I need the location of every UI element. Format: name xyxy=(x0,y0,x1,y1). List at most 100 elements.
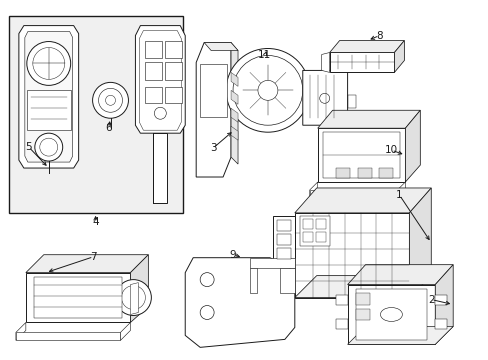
Polygon shape xyxy=(294,213,408,298)
Text: 3: 3 xyxy=(209,143,216,153)
Polygon shape xyxy=(230,42,238,164)
Polygon shape xyxy=(26,255,148,273)
Text: 8: 8 xyxy=(375,31,382,41)
Polygon shape xyxy=(347,265,452,285)
Polygon shape xyxy=(200,64,226,117)
Polygon shape xyxy=(294,188,430,213)
Text: 4: 4 xyxy=(92,217,99,227)
Polygon shape xyxy=(329,41,404,53)
Polygon shape xyxy=(25,32,73,162)
Polygon shape xyxy=(130,283,138,315)
Polygon shape xyxy=(276,220,290,231)
Polygon shape xyxy=(16,332,120,340)
Polygon shape xyxy=(405,110,420,182)
Polygon shape xyxy=(9,15,183,213)
Polygon shape xyxy=(120,323,130,340)
Polygon shape xyxy=(408,188,430,298)
Circle shape xyxy=(92,82,128,118)
Polygon shape xyxy=(347,327,452,345)
Circle shape xyxy=(99,88,122,112)
Polygon shape xyxy=(309,182,317,198)
Circle shape xyxy=(35,133,62,161)
Polygon shape xyxy=(347,285,434,345)
Polygon shape xyxy=(165,87,182,103)
Circle shape xyxy=(258,80,277,100)
Polygon shape xyxy=(272,216,294,263)
Polygon shape xyxy=(329,53,394,72)
Circle shape xyxy=(200,273,214,287)
Polygon shape xyxy=(153,133,167,203)
Polygon shape xyxy=(203,42,238,50)
Polygon shape xyxy=(302,71,347,125)
Polygon shape xyxy=(315,232,325,242)
Polygon shape xyxy=(321,53,329,72)
Polygon shape xyxy=(145,41,162,58)
Polygon shape xyxy=(130,255,148,323)
Polygon shape xyxy=(335,168,349,178)
Circle shape xyxy=(233,55,302,125)
Polygon shape xyxy=(355,309,369,320)
Ellipse shape xyxy=(380,307,402,321)
Polygon shape xyxy=(165,62,182,80)
Polygon shape xyxy=(434,319,447,329)
Polygon shape xyxy=(355,289,427,340)
Polygon shape xyxy=(145,87,162,103)
Polygon shape xyxy=(139,31,181,130)
Polygon shape xyxy=(299,216,329,246)
Polygon shape xyxy=(335,319,347,329)
Text: 7: 7 xyxy=(90,252,97,262)
Circle shape xyxy=(225,49,309,132)
Circle shape xyxy=(200,306,214,319)
Circle shape xyxy=(154,107,166,119)
Polygon shape xyxy=(276,248,290,259)
Polygon shape xyxy=(302,232,312,242)
Text: 11: 11 xyxy=(258,50,271,60)
Polygon shape xyxy=(34,276,122,319)
Polygon shape xyxy=(335,294,347,305)
Text: 10: 10 xyxy=(384,145,397,155)
Polygon shape xyxy=(315,219,325,229)
Circle shape xyxy=(27,41,71,85)
Polygon shape xyxy=(317,110,420,128)
Polygon shape xyxy=(357,168,371,178)
Polygon shape xyxy=(394,41,404,72)
Polygon shape xyxy=(302,219,312,229)
Polygon shape xyxy=(196,42,230,177)
Polygon shape xyxy=(249,258,294,268)
Polygon shape xyxy=(294,276,430,298)
Text: 1: 1 xyxy=(395,190,402,200)
Text: 5: 5 xyxy=(25,142,32,152)
Polygon shape xyxy=(309,190,397,198)
Circle shape xyxy=(105,95,115,105)
Polygon shape xyxy=(230,108,238,122)
Polygon shape xyxy=(16,323,26,340)
Polygon shape xyxy=(230,90,238,104)
Circle shape xyxy=(319,93,329,103)
Polygon shape xyxy=(397,182,405,198)
Polygon shape xyxy=(145,62,162,80)
Polygon shape xyxy=(230,126,238,140)
Text: 6: 6 xyxy=(105,123,112,133)
Polygon shape xyxy=(26,273,130,323)
Circle shape xyxy=(115,280,151,315)
Text: 9: 9 xyxy=(229,250,236,260)
Polygon shape xyxy=(185,258,294,347)
Polygon shape xyxy=(135,26,185,133)
Circle shape xyxy=(121,285,145,310)
Polygon shape xyxy=(347,95,355,108)
Polygon shape xyxy=(27,90,71,130)
Polygon shape xyxy=(317,128,405,182)
Polygon shape xyxy=(434,265,452,345)
Polygon shape xyxy=(379,168,393,178)
Circle shape xyxy=(40,138,58,156)
Polygon shape xyxy=(322,132,400,178)
Polygon shape xyxy=(19,26,79,168)
Polygon shape xyxy=(276,234,290,245)
Polygon shape xyxy=(249,268,256,293)
Polygon shape xyxy=(279,268,294,293)
Polygon shape xyxy=(434,294,447,305)
Polygon shape xyxy=(165,41,182,58)
Polygon shape xyxy=(355,293,369,305)
Text: 2: 2 xyxy=(427,294,434,305)
Circle shape xyxy=(33,48,64,80)
